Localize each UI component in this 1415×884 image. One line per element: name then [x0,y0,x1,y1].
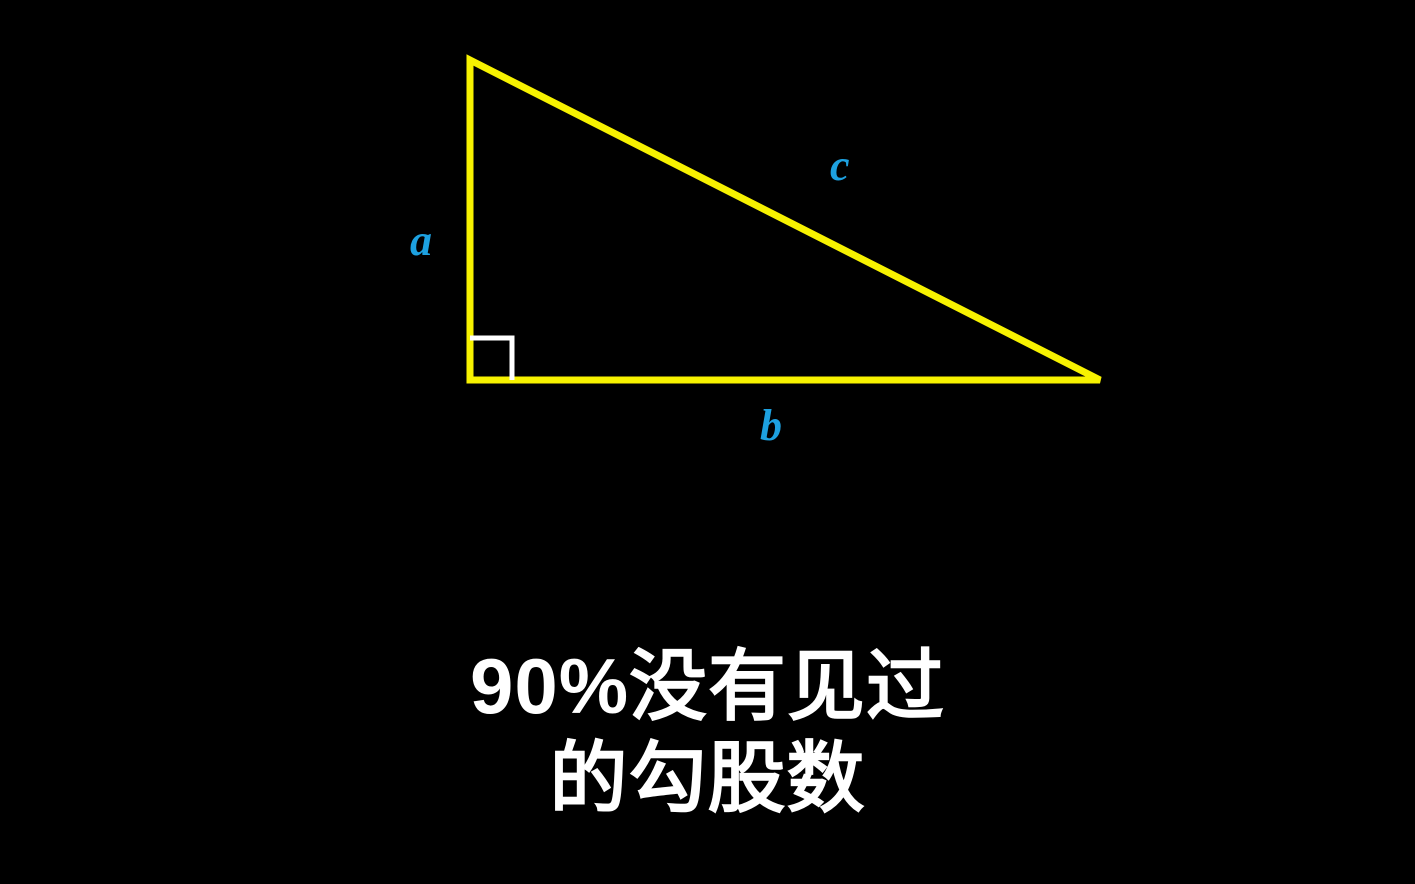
label-c: c [830,140,850,191]
label-a: a [410,215,432,266]
right-angle-marker [470,338,512,380]
triangle-shape [470,60,1100,380]
caption-line-2: 的勾股数 [0,732,1415,824]
stage: a b c 90%没有见过 的勾股数 [0,0,1415,884]
label-b: b [760,400,782,451]
caption: 90%没有见过 的勾股数 [0,640,1415,824]
caption-line-1: 90%没有见过 [0,640,1415,732]
